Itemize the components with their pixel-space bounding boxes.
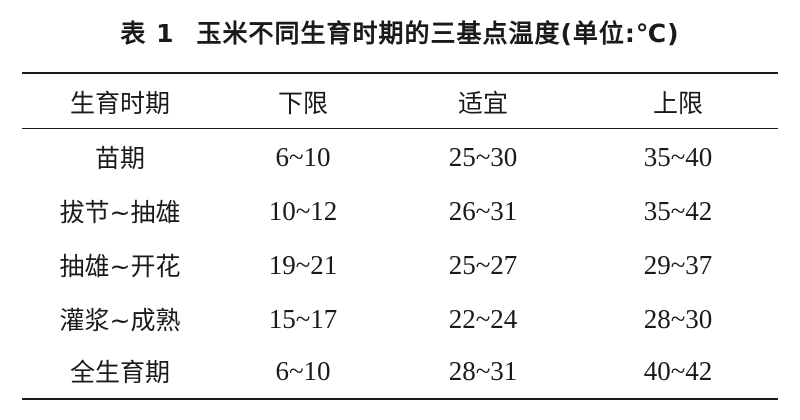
table-row: 全生育期 6~10 28~31 40~42 (22, 346, 778, 396)
table-header-row: 生育时期 下限 适宜 上限 (22, 80, 778, 124)
stage-cell: 抽雄~开花 (59, 252, 181, 281)
table-row: 苗期 6~10 25~30 35~40 (22, 132, 778, 182)
optimal-cell: 26~31 (448, 195, 518, 226)
lower-limit-cell: 19~21 (268, 249, 338, 280)
table-label: 表 1 (120, 19, 175, 48)
upper-limit-cell: 28~30 (643, 303, 713, 334)
upper-limit-cell: 35~42 (643, 195, 713, 226)
lower-limit-cell: 6~10 (275, 141, 331, 172)
upper-limit-cell: 29~37 (643, 249, 713, 280)
header-upper-limit: 上限 (652, 89, 703, 118)
header-rule (22, 128, 778, 129)
optimal-cell: 28~31 (448, 355, 518, 386)
stage-cell: 全生育期 (69, 358, 170, 387)
optimal-cell: 25~30 (448, 141, 518, 172)
bottom-rule (22, 398, 778, 400)
optimal-cell: 22~24 (448, 303, 518, 334)
upper-limit-cell: 35~40 (643, 141, 713, 172)
lower-limit-cell: 10~12 (268, 195, 338, 226)
stage-cell: 拔节~抽雄 (59, 198, 181, 227)
table-title: 玉米不同生育时期的三基点温度(单位:℃) (196, 19, 680, 48)
top-rule (22, 72, 778, 74)
stage-cell: 灌浆~成熟 (59, 306, 181, 335)
optimal-cell: 25~27 (448, 249, 518, 280)
lower-limit-cell: 6~10 (275, 355, 331, 386)
upper-limit-cell: 40~42 (643, 355, 713, 386)
header-stage: 生育时期 (69, 89, 170, 118)
lower-limit-cell: 15~17 (268, 303, 338, 334)
table-row: 灌浆~成熟 15~17 22~24 28~30 (22, 294, 778, 344)
stage-cell: 苗期 (94, 144, 145, 173)
header-lower-limit: 下限 (277, 89, 328, 118)
header-optimal: 适宜 (457, 89, 508, 118)
table-row: 抽雄~开花 19~21 25~27 29~37 (22, 240, 778, 290)
table-caption: 表 1 玉米不同生育时期的三基点温度(单位:℃) (0, 14, 800, 50)
table-row: 拔节~抽雄 10~12 26~31 35~42 (22, 186, 778, 236)
